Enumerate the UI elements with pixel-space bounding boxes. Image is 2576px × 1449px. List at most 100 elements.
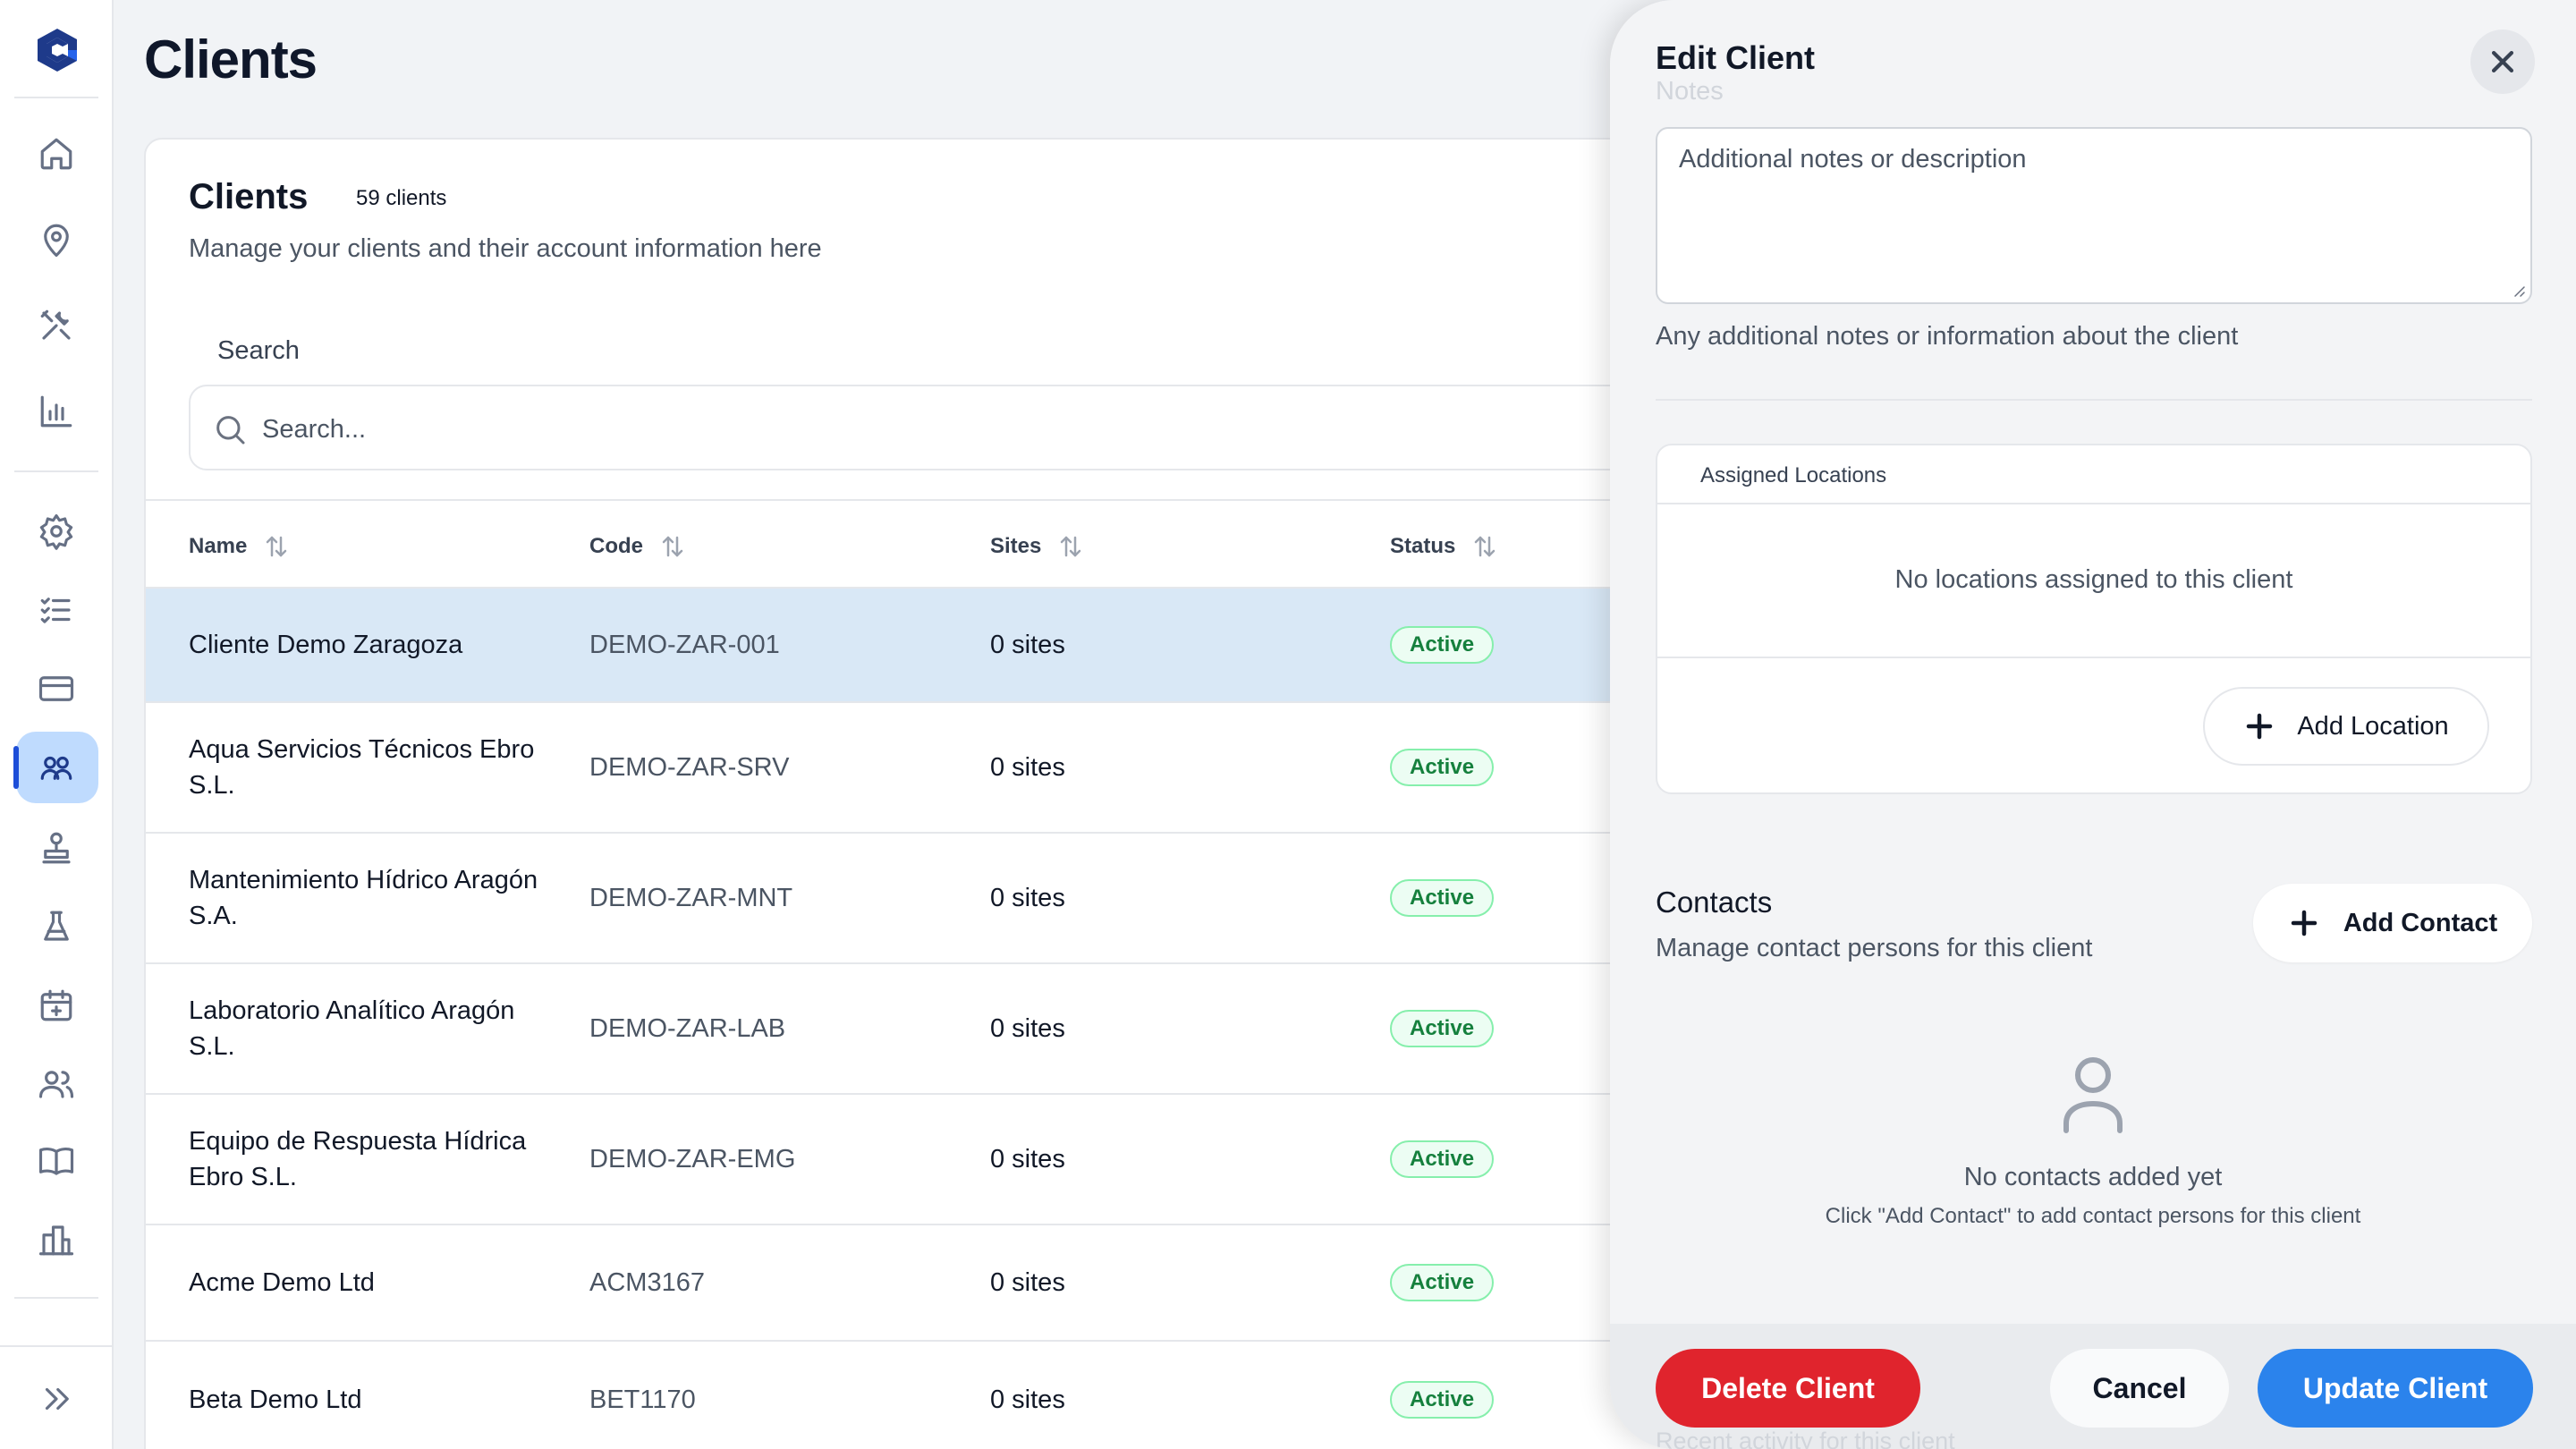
notes-textarea[interactable] [1657, 129, 2530, 302]
client-code: DEMO-ZAR-LAB [589, 1014, 786, 1043]
tools-icon[interactable] [33, 302, 80, 349]
add-location-label: Add Location [2297, 711, 2449, 741]
checklist-icon[interactable] [33, 587, 80, 633]
client-name: Beta Demo Ltd [189, 1385, 362, 1414]
table-row[interactable]: Equipo de Respuesta Hídrica Ebro S.L. DE… [146, 1095, 1842, 1225]
plus-icon [2288, 907, 2320, 939]
column-header-name[interactable]: Name [189, 533, 290, 560]
client-sites: 0 sites [990, 1385, 1065, 1414]
sidebar-divider [0, 1345, 114, 1347]
client-name: Acme Demo Ltd [189, 1268, 375, 1297]
client-count: 59 clients [356, 186, 447, 210]
search-box[interactable] [189, 385, 1842, 470]
column-label: Code [589, 534, 643, 558]
notes-field[interactable] [1656, 127, 2532, 304]
active-nav-highlight [16, 732, 98, 803]
sidebar-divider [14, 97, 98, 98]
calendar-plus-icon[interactable] [33, 982, 80, 1029]
add-contact-label: Add Contact [2343, 908, 2498, 937]
table-row[interactable]: Acme Demo Ltd ACM3167 0 sites Active [146, 1225, 1842, 1342]
sidebar-divider [14, 470, 98, 472]
page-title: Clients [144, 30, 318, 89]
status-badge: Active [1390, 626, 1495, 664]
credit-card-icon[interactable] [33, 665, 80, 712]
status-badge: Active [1390, 1264, 1495, 1301]
map-pin-icon[interactable] [33, 216, 80, 263]
client-sites: 0 sites [990, 1268, 1065, 1297]
table-row[interactable]: Mantenimiento Hídrico Aragón S.A. DEMO-Z… [146, 834, 1842, 964]
team-icon[interactable] [33, 1061, 80, 1107]
column-header-code[interactable]: Code [589, 533, 686, 560]
users-icon[interactable] [33, 744, 80, 791]
table-row[interactable]: Cliente Demo Zaragoza DEMO-ZAR-001 0 sit… [146, 589, 1842, 703]
search-input[interactable] [262, 404, 1783, 454]
cancel-button[interactable]: Cancel [2050, 1349, 2229, 1428]
status-badge: Active [1390, 1381, 1495, 1419]
client-code: BET1170 [589, 1385, 696, 1414]
table-row[interactable]: Laboratorio Analítico Aragón S.L. DEMO-Z… [146, 964, 1842, 1095]
delete-client-button[interactable]: Delete Client [1656, 1349, 1920, 1428]
column-label: Sites [990, 534, 1042, 558]
clients-card: Clients 59 clients Manage your clients a… [144, 138, 1843, 1449]
client-sites: 0 sites [990, 1014, 1065, 1043]
table-row[interactable]: Beta Demo Ltd BET1170 0 sites Active [146, 1342, 1842, 1449]
client-code: DEMO-ZAR-001 [589, 631, 780, 659]
add-location-button[interactable]: Add Location [2203, 687, 2489, 766]
search-icon [212, 411, 248, 447]
locations-empty-text: No locations assigned to this client [1894, 565, 2293, 594]
sidebar-divider [14, 1297, 98, 1299]
client-name: Cliente Demo Zaragoza [189, 631, 463, 659]
client-name: Mantenimiento Hídrico Aragón S.A. [189, 866, 538, 930]
client-sites: 0 sites [990, 1145, 1065, 1174]
client-code: DEMO-ZAR-MNT [589, 884, 793, 912]
notes-label: Notes [1656, 77, 1724, 106]
panel-title: Edit Client [1656, 39, 1815, 76]
person-icon [2061, 1055, 2125, 1134]
search-label: Search [217, 336, 300, 365]
resize-grip-icon[interactable] [2512, 284, 2525, 297]
sort-icon [1061, 536, 1081, 557]
locations-header-label: Assigned Locations [1700, 463, 1887, 487]
bar-chart-icon[interactable] [33, 388, 80, 435]
contacts-empty-title: No contacts added yet [1963, 1163, 2223, 1191]
assigned-locations-card: Assigned Locations No locations assigned… [1656, 444, 2532, 794]
close-button[interactable] [2470, 30, 2535, 94]
locations-header: Assigned Locations [1657, 445, 2530, 504]
sort-icon [1475, 536, 1496, 557]
edit-client-panel: Any additional notes or information abou… [1610, 0, 2576, 1449]
column-label: Name [189, 534, 248, 558]
client-sites: 0 sites [990, 753, 1065, 782]
gear-icon[interactable] [33, 508, 80, 555]
add-contact-button[interactable]: Add Contact [2253, 884, 2532, 962]
client-sites: 0 sites [990, 884, 1065, 912]
logo-icon[interactable] [32, 25, 82, 75]
client-code: DEMO-ZAR-SRV [589, 753, 790, 782]
recent-activity-label: Recent activity for this client [1656, 1428, 1955, 1449]
book-icon[interactable] [33, 1138, 80, 1184]
client-code: ACM3167 [589, 1268, 705, 1297]
sidebar [0, 0, 114, 1449]
active-nav-indicator [13, 746, 19, 789]
client-name: Aqua Servicios Técnicos Ebro S.L. [189, 735, 535, 800]
card-title: Clients [189, 177, 309, 216]
table-header: Name Code Sites Status [146, 499, 1842, 589]
home-icon[interactable] [33, 131, 80, 177]
table-row[interactable]: Aqua Servicios Técnicos Ebro S.L. DEMO-Z… [146, 703, 1842, 834]
panel-header: Edit Client Notes [1610, 0, 2576, 107]
flask-icon[interactable] [33, 903, 80, 950]
contacts-subtitle: Manage contact persons for this client [1656, 934, 2093, 962]
client-name: Equipo de Respuesta Hídrica Ebro S.L. [189, 1127, 527, 1191]
column-header-sites[interactable]: Sites [990, 533, 1084, 560]
contacts-title: Contacts [1656, 886, 1773, 919]
close-icon [2491, 50, 2514, 73]
client-code: DEMO-ZAR-EMG [589, 1145, 796, 1174]
card-subtitle: Manage your clients and their account in… [189, 234, 822, 263]
update-client-button[interactable]: Update Client [2258, 1349, 2533, 1428]
status-badge: Active [1390, 1140, 1495, 1178]
column-header-status[interactable]: Status [1390, 533, 1498, 560]
contacts-empty-subtitle: Click "Add Contact" to add contact perso… [1825, 1204, 2361, 1228]
building-icon[interactable] [33, 1216, 80, 1263]
stamp-icon[interactable] [33, 825, 80, 871]
divider [1656, 399, 2532, 401]
chevrons-right-icon[interactable] [33, 1376, 80, 1422]
